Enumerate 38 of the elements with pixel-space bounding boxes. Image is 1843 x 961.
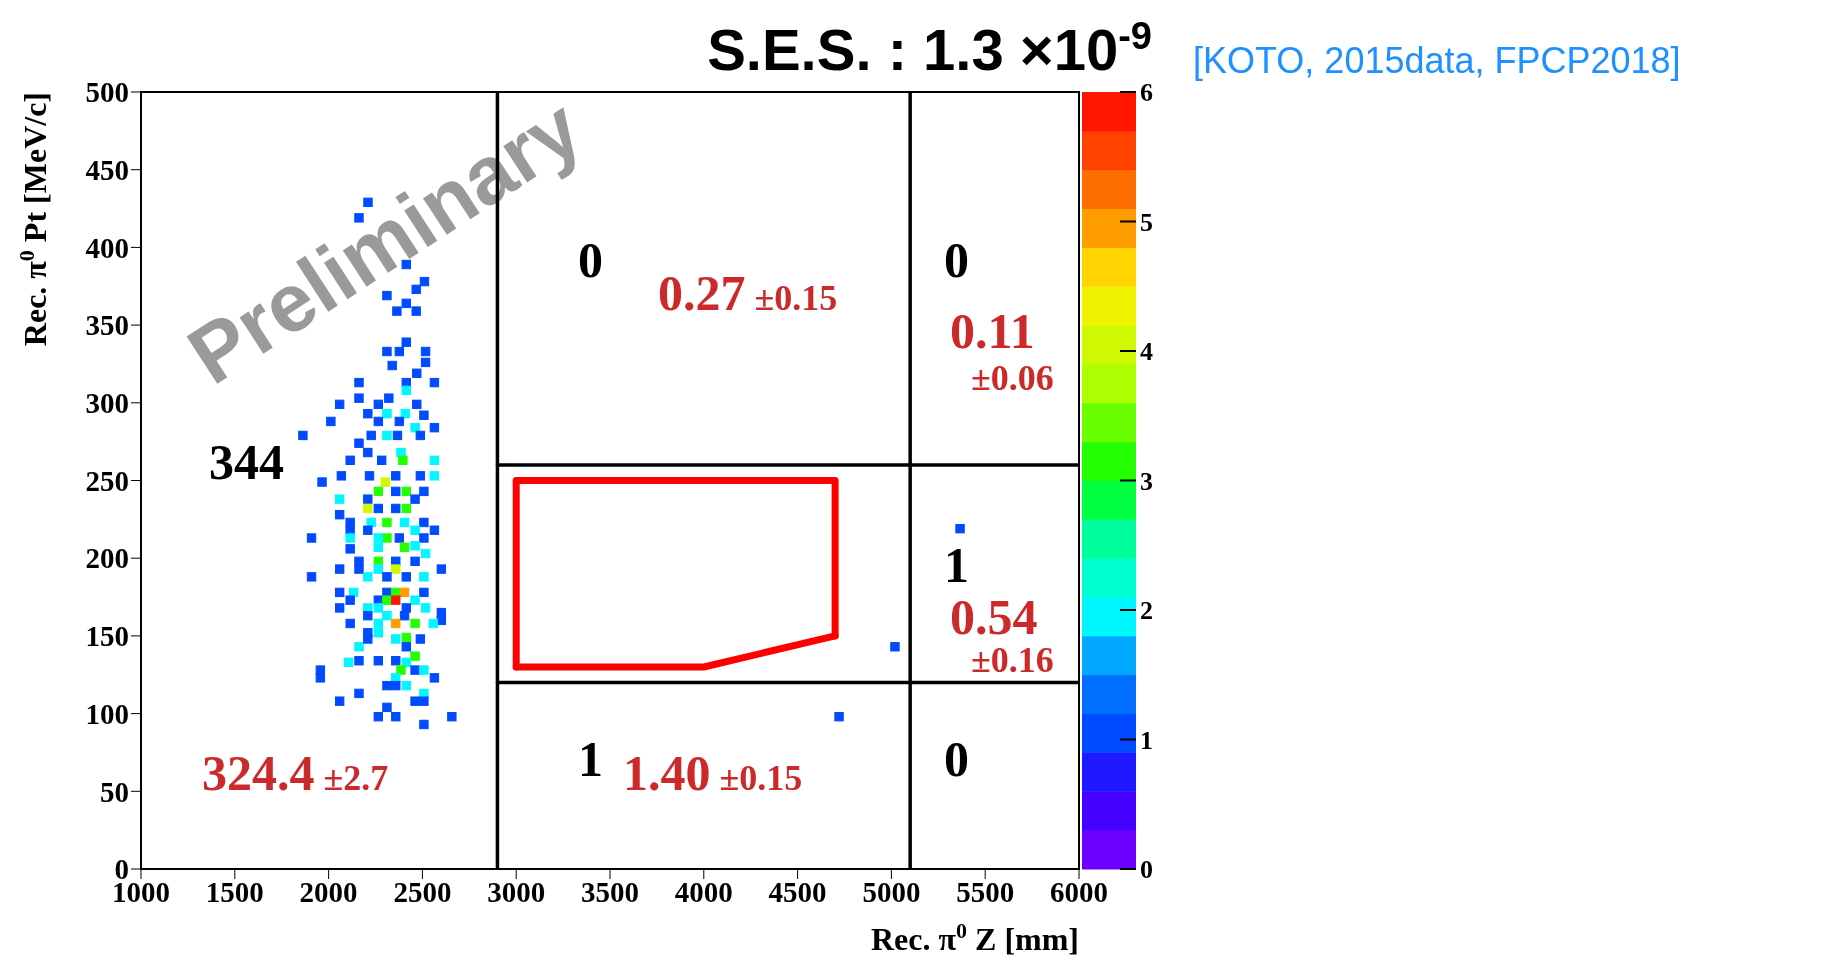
- annotation: 324.4 ±2.7: [201, 744, 389, 801]
- x-tick-label: 1500: [205, 875, 264, 908]
- x-tick-label: 4000: [674, 875, 733, 908]
- x-tick-label: 3500: [581, 875, 639, 908]
- annotation: 0: [577, 231, 603, 288]
- y-tick-label: 300: [85, 387, 129, 420]
- y-tick-label: 350: [85, 309, 129, 342]
- annotation: 0: [943, 730, 969, 787]
- text: [KOTO, 2015data, FPCP2018]: [1193, 40, 1681, 81]
- annotation: 0.27 ±0.15: [658, 264, 838, 321]
- y-tick-label: 150: [85, 620, 129, 653]
- x-tick-label: 3000: [487, 875, 546, 908]
- y-tick-label: 100: [85, 697, 129, 730]
- annotation: 0.11: [949, 303, 1035, 360]
- x-tick-label: 4500: [768, 875, 827, 908]
- x-tick-label: 5000: [862, 875, 921, 908]
- color-bar-label: 2: [1140, 596, 1153, 625]
- y-tick-label: 250: [85, 464, 129, 497]
- annotation: 1.40 ±0.15: [622, 744, 803, 801]
- x-tick-label: 6000: [1050, 875, 1108, 908]
- x-tick-label: 2500: [393, 875, 452, 908]
- x-tick-label: 5500: [956, 875, 1015, 908]
- annotation: 344: [208, 433, 284, 490]
- x-axis-title: Rec. π$^{0}$ Z [mm]: [870, 917, 1079, 957]
- color-bar-label: 0: [1140, 855, 1153, 884]
- y-tick-label: 500: [85, 76, 129, 109]
- annotation: ±0.06: [970, 358, 1054, 399]
- color-bar-label: 5: [1140, 207, 1153, 237]
- y-tick-label: 450: [85, 153, 129, 186]
- y-tick-label: 50: [100, 775, 129, 808]
- annotation: 1: [577, 730, 603, 787]
- y-tick-label: 400: [85, 231, 129, 264]
- color-bar-label: 3: [1140, 466, 1153, 496]
- color-bar-label: 4: [1140, 337, 1153, 366]
- x-tick-label: 2000: [299, 875, 358, 908]
- color-bar-label: 1: [1140, 725, 1153, 755]
- annotation: 0: [943, 231, 969, 288]
- y-tick-label: 200: [85, 542, 129, 575]
